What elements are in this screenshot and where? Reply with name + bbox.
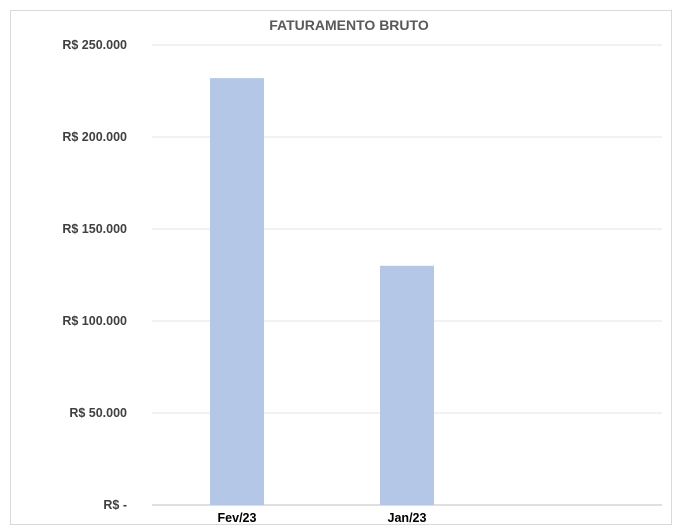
y-tick-label: R$ 250.000 bbox=[62, 38, 127, 52]
chart-title: FATURAMENTO BRUTO bbox=[269, 17, 429, 33]
bars bbox=[210, 78, 434, 506]
y-tick-label: R$ 100.000 bbox=[62, 314, 127, 328]
x-tick-label: Fev/23 bbox=[218, 511, 257, 525]
x-tick-label: Jan/23 bbox=[388, 511, 427, 525]
y-tick-label: R$ 50.000 bbox=[69, 406, 127, 420]
chart-frame bbox=[10, 10, 672, 525]
bar-fev-23 bbox=[210, 78, 264, 506]
y-tick-label: R$ 200.000 bbox=[62, 130, 127, 144]
y-tick-label: R$ - bbox=[103, 498, 127, 512]
y-axis-tick-labels: R$ - R$ 50.000 R$ 100.000 R$ 150.000 R$ 200.… bbox=[62, 38, 127, 512]
y-tick-label: R$ 150.000 bbox=[62, 222, 127, 236]
bar-jan-23 bbox=[380, 265, 434, 505]
x-axis-tick-labels: Fev/23 Jan/23 bbox=[218, 511, 427, 525]
